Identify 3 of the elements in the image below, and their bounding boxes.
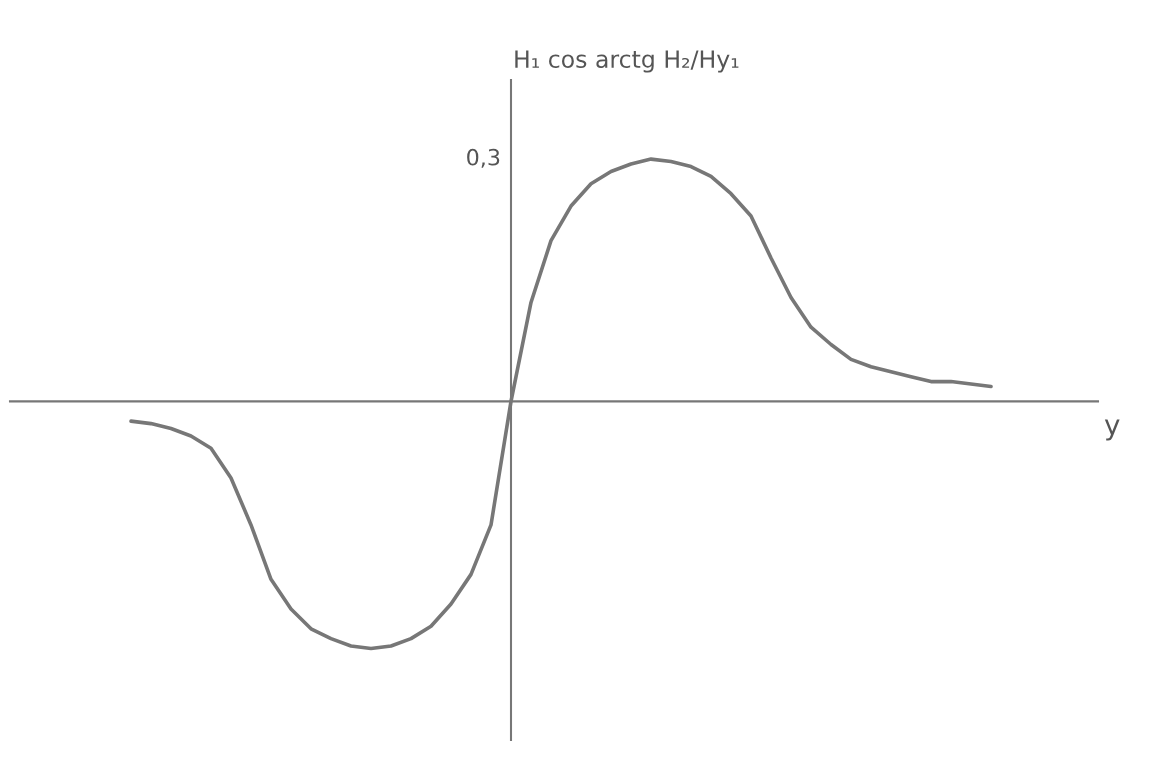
y-axis-title: H₁ cos arctg H₂/Hy₁ [515, 50, 739, 73]
x-axis-title: y [1104, 419, 1120, 441]
annotation: 0,3 [467, 148, 500, 168]
